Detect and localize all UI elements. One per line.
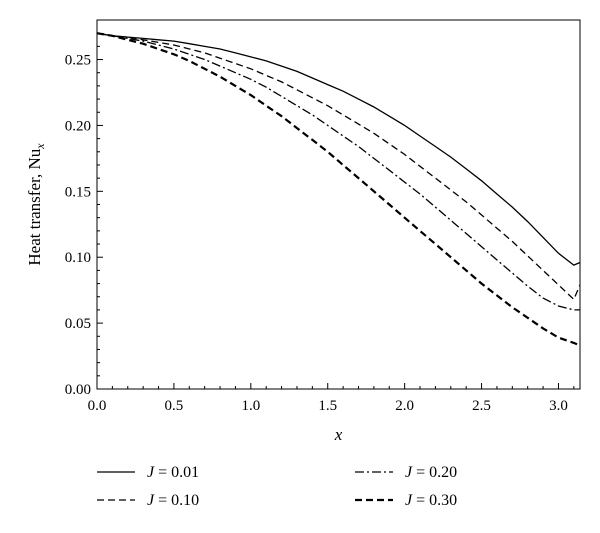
plot-frame — [96, 19, 581, 390]
axes: 0.0 0.5 1.0 1.5 2.0 2.5 3.0 0.00 0.05 0.10 0.15 0.2… — [25, 32, 575, 444]
legend-label-value: = 0.20 — [412, 464, 457, 481]
x-tick-label: 1.5 — [318, 398, 337, 414]
legend-label-variable: J — [147, 492, 155, 509]
legend-label-4: J = 0.30 — [405, 492, 457, 509]
y-axis-title: Heat transfer, Nux — [25, 143, 47, 266]
legend-label-1: J = 0.01 — [147, 464, 199, 481]
y-tick-label: 0.15 — [65, 184, 91, 200]
y-tick-label: 0.10 — [65, 250, 91, 266]
x-tick-label: 0.5 — [165, 398, 184, 414]
y-axis-title-main: Heat transfer, Nu — [25, 148, 44, 265]
y-tick-label: 0.20 — [65, 118, 91, 134]
series-line-2 — [96, 32, 581, 301]
plot-area — [96, 19, 581, 390]
legend-label-variable: J — [147, 464, 155, 481]
y-axis-title-subscript: x — [33, 143, 47, 150]
series-line-3 — [96, 32, 580, 311]
series-line-1 — [96, 32, 581, 266]
series-line-4 — [96, 32, 581, 347]
legend-label-value: = 0.30 — [412, 492, 457, 509]
legend-label-2: J = 0.10 — [147, 492, 199, 509]
legend-label-variable: J — [405, 464, 413, 481]
y-tick-label: 0.05 — [65, 316, 91, 332]
y-tick-label: 0.00 — [65, 382, 91, 398]
x-tick-label: 2.0 — [395, 398, 414, 414]
x-tick-label: 1.0 — [241, 398, 260, 414]
series-lines — [96, 32, 581, 347]
legend-label-3: J = 0.20 — [405, 464, 457, 481]
legend-label-value: = 0.10 — [154, 492, 199, 509]
x-tick-label: 0.0 — [88, 398, 107, 414]
legend-label-variable: J — [405, 492, 413, 509]
y-tick-label: 0.25 — [65, 53, 91, 69]
legend-label-value: = 0.01 — [154, 464, 199, 481]
x-axis-title: x — [334, 425, 343, 444]
x-tick-label: 3.0 — [549, 398, 568, 414]
legend: J = 0.01J = 0.10J = 0.20J = 0.30 — [97, 464, 457, 509]
x-tick-label: 2.5 — [472, 398, 491, 414]
